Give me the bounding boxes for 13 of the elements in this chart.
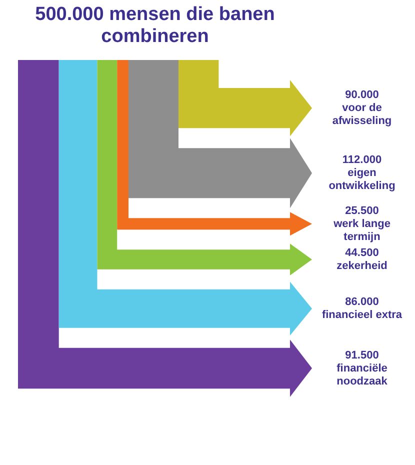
category-label: werk lange termijn [332, 218, 390, 243]
data-label: 86.000 [345, 296, 379, 308]
text: 500.000 mensen die banen combineren [34, 4, 276, 48]
category-label: financieel extra [322, 309, 403, 322]
category-label: zekerheid [336, 260, 388, 272]
data-label: 112.000 [342, 154, 382, 166]
category-label: financiële noodzaak [336, 362, 388, 388]
category-label: eigen ontwikkeling [328, 167, 396, 192]
data-label: 91.500 [345, 349, 379, 362]
data-label: 44.500 [345, 247, 379, 260]
data-label: 90.000 [345, 89, 379, 102]
category-label: voor de afwisseling [332, 102, 392, 128]
data-label: 25.500 [345, 204, 379, 217]
